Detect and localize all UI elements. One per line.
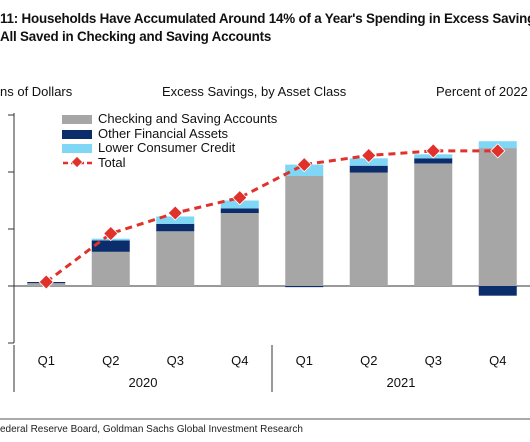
total-point bbox=[296, 156, 312, 173]
legend: Checking and Saving Accounts Other Finan… bbox=[62, 111, 278, 171]
bar-segment-other bbox=[285, 286, 324, 288]
bar-segment-checking bbox=[414, 163, 453, 286]
bar-segment-checking bbox=[156, 231, 195, 286]
bar-segment-checking bbox=[285, 175, 324, 286]
x-group-label: 2021 bbox=[387, 375, 416, 390]
bar-segment-other bbox=[91, 240, 130, 252]
bar-segment-checking bbox=[220, 213, 259, 286]
bar-segment-checking bbox=[478, 148, 517, 286]
legend-label-other: Other Financial Assets bbox=[98, 125, 229, 141]
legend-swatch-total bbox=[63, 155, 93, 168]
bar-segment-other bbox=[156, 223, 195, 232]
total-point bbox=[38, 274, 54, 290]
x-tick-label: Q2 bbox=[102, 353, 119, 368]
legend-item-total: Total bbox=[62, 154, 277, 171]
x-tick-label: Q3 bbox=[167, 353, 184, 368]
legend-label-credit: Lower Consumer Credit bbox=[98, 140, 236, 155]
x-tick-label: Q4 bbox=[231, 353, 248, 368]
legend-label-checking: Checking and Saving Accounts bbox=[98, 111, 278, 126]
legend-item-credit: Lower Consumer Credit bbox=[62, 140, 277, 156]
legend-swatch-other bbox=[62, 129, 92, 139]
source-note: ederal Reserve Board, Goldman Sachs Glob… bbox=[0, 424, 303, 435]
x-tick-label: Q1 bbox=[296, 353, 313, 368]
x-tick-label: Q1 bbox=[38, 353, 55, 368]
total-point bbox=[167, 205, 183, 221]
chart-title-line1: 11: Households Have Accumulated Around 1… bbox=[0, 11, 530, 26]
total-point bbox=[361, 147, 377, 164]
legend-item-checking: Checking and Saving Accounts bbox=[62, 111, 278, 127]
bar-segment-checking bbox=[91, 251, 130, 286]
legend-item-other: Other Financial Assets bbox=[62, 125, 277, 142]
x-tick-label: Q4 bbox=[489, 353, 506, 368]
bar-segment-checking bbox=[349, 172, 388, 286]
bar-segment-other bbox=[478, 286, 517, 296]
y-axis-unit-label: ns of Dollars bbox=[0, 84, 73, 99]
total-point bbox=[103, 225, 119, 242]
bar-segment-other bbox=[220, 208, 259, 214]
legend-swatch-checking bbox=[62, 115, 92, 124]
total-point bbox=[232, 190, 248, 206]
bar-segment-other bbox=[349, 165, 388, 173]
bar-segment-other bbox=[414, 158, 453, 164]
x-tick-label: Q2 bbox=[360, 353, 377, 368]
x-tick-label: Q3 bbox=[425, 353, 442, 368]
chart-title-line2: All Saved in Checking and Saving Account… bbox=[0, 29, 272, 44]
total-point bbox=[425, 143, 441, 159]
legend-swatch-credit bbox=[62, 144, 92, 153]
total-point bbox=[490, 143, 506, 159]
chart-subtitle: Excess Savings, by Asset Class bbox=[162, 84, 347, 99]
chart-title: 11: Households Have Accumulated Around 1… bbox=[0, 10, 530, 46]
right-axis-unit-label: Percent of 2022 bbox=[436, 84, 528, 99]
legend-label-total: Total bbox=[98, 154, 126, 170]
x-group-label: 2020 bbox=[129, 375, 158, 390]
